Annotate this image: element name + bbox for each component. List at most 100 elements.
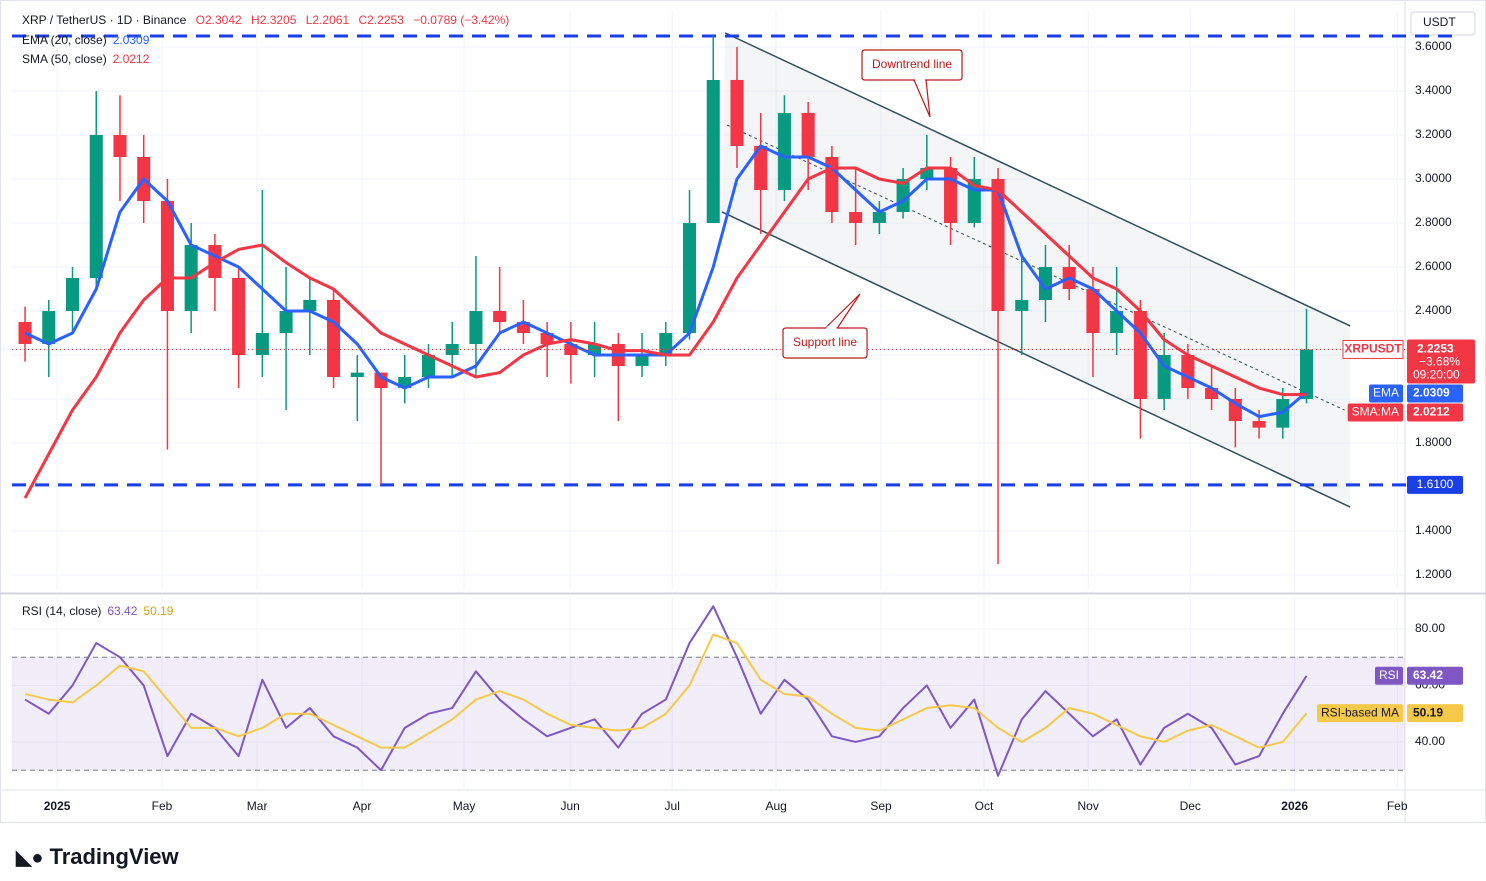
callout-mask bbox=[826, 326, 837, 330]
series-badge-value: 63.42 bbox=[1413, 668, 1443, 682]
series-value-badge bbox=[1407, 666, 1463, 685]
candle-body bbox=[706, 79, 720, 223]
candle-body bbox=[801, 112, 815, 157]
annotation-label: Downtrend line bbox=[872, 57, 952, 71]
series-badge bbox=[1368, 384, 1403, 403]
x-tick-label: 2025 bbox=[44, 799, 71, 813]
currency-label: USDT bbox=[1423, 15, 1456, 29]
candle-body bbox=[849, 211, 863, 223]
candle-body bbox=[564, 344, 578, 356]
series-badge bbox=[1347, 403, 1403, 422]
price-badge-change: −3.68% bbox=[1419, 355, 1460, 369]
candle-body bbox=[777, 112, 791, 190]
y-tick-label: 2.8000 bbox=[1415, 215, 1452, 229]
level-badge-label: 1.6100 bbox=[1417, 477, 1454, 491]
symbol-title: XRP / TetherUS · 1D · Binance bbox=[22, 13, 187, 27]
candle-body bbox=[991, 178, 1005, 312]
y-tick-label: 3.0000 bbox=[1415, 171, 1452, 185]
legend-value: 50.19 bbox=[143, 604, 174, 618]
series-badge bbox=[1316, 704, 1403, 723]
y-tick-label: 3.6000 bbox=[1415, 39, 1452, 53]
y-tick-label: 1.2000 bbox=[1415, 567, 1452, 581]
legend-label: EMA (20, close) bbox=[22, 33, 107, 47]
y-tick-label: 2.6000 bbox=[1415, 259, 1452, 273]
channel-fill bbox=[722, 32, 1351, 508]
candle-body bbox=[1086, 288, 1100, 334]
rsi-legend: RSI (14, close) 63.42 50.19 bbox=[22, 604, 179, 618]
price-badge-value: 2.2253 bbox=[1417, 342, 1454, 356]
symbol-badge bbox=[1342, 339, 1404, 359]
series-badge-value: 2.0212 bbox=[1413, 405, 1450, 419]
x-tick-label: Feb bbox=[152, 799, 173, 813]
candle-body bbox=[516, 322, 530, 334]
candle-body bbox=[350, 372, 364, 378]
candle-body bbox=[1015, 300, 1029, 312]
candle-body bbox=[1133, 311, 1147, 400]
trend-line bbox=[721, 211, 1351, 508]
candle-body bbox=[754, 145, 768, 190]
level-badge bbox=[1407, 475, 1463, 494]
x-tick-label: Jul bbox=[665, 799, 680, 813]
candle-body bbox=[279, 311, 293, 334]
brand-name: TradingView bbox=[49, 844, 179, 869]
ohlc-low: L2.2061 bbox=[305, 13, 350, 27]
candle-body bbox=[540, 333, 554, 345]
series-badge bbox=[1374, 666, 1403, 685]
candle-body bbox=[65, 277, 80, 312]
x-tick-label: Apr bbox=[353, 799, 372, 813]
x-tick-label: Dec bbox=[1180, 799, 1201, 813]
series-value-badge bbox=[1407, 403, 1463, 422]
candle-body bbox=[659, 333, 673, 356]
rsi-band-fill bbox=[12, 657, 1405, 771]
x-tick-label: Nov bbox=[1078, 799, 1099, 813]
symbol-header: XRP / TetherUS · 1D · Binance O2.3042 H2… bbox=[22, 13, 515, 27]
candle-body bbox=[1181, 355, 1195, 389]
series-value-badge bbox=[1407, 384, 1463, 403]
y-tick-label: 80.00 bbox=[1415, 621, 1445, 635]
candle-body bbox=[421, 355, 436, 378]
x-tick-label: Aug bbox=[765, 799, 786, 813]
y-tick-label: 1.4000 bbox=[1415, 523, 1452, 537]
candle-body bbox=[493, 311, 507, 323]
candle-body bbox=[42, 311, 56, 345]
x-tick-label: 2026 bbox=[1281, 799, 1308, 813]
candle-body bbox=[1252, 421, 1266, 428]
legend-label: SMA (50, close) bbox=[22, 52, 107, 66]
candle-body bbox=[232, 277, 246, 356]
callout-mask bbox=[915, 78, 926, 82]
candle-body bbox=[588, 344, 602, 356]
candle-body bbox=[872, 211, 886, 223]
y-tick-label: 3.2000 bbox=[1415, 127, 1452, 141]
series-badge-value: 2.0309 bbox=[1413, 386, 1450, 400]
trend-line bbox=[726, 124, 1345, 411]
candle-body bbox=[160, 200, 174, 312]
y-tick-label: 40.00 bbox=[1415, 734, 1445, 748]
candle-body bbox=[374, 372, 388, 389]
candle-body bbox=[89, 134, 103, 278]
series-badge-label: EMA bbox=[1373, 386, 1399, 400]
ohlc-close: C2.2253 bbox=[358, 13, 404, 27]
series-badge-label: RSI-based MA bbox=[1321, 705, 1399, 719]
ohlc-open: O2.3042 bbox=[195, 13, 242, 27]
rsi-line bbox=[24, 633, 1308, 749]
candle-body bbox=[1205, 388, 1219, 400]
candle-body bbox=[944, 167, 958, 223]
candle-body bbox=[682, 222, 697, 334]
annotation-label: Support line bbox=[793, 335, 857, 349]
candle-body bbox=[327, 300, 341, 378]
x-tick-label: Oct bbox=[975, 799, 994, 813]
candle-body bbox=[1038, 266, 1053, 300]
series-value-badge bbox=[1407, 704, 1463, 723]
ema-legend: EMA (20, close) 2.0309 bbox=[22, 33, 155, 47]
ohlc-high: H2.3205 bbox=[251, 13, 297, 27]
trend-line bbox=[724, 32, 1351, 327]
legend-label: RSI (14, close) bbox=[22, 604, 102, 618]
candle-body bbox=[303, 300, 317, 312]
price-badge bbox=[1407, 339, 1475, 384]
candle-body bbox=[18, 322, 32, 345]
sma-legend: SMA (50, close) 2.0212 bbox=[22, 52, 155, 66]
symbol-badge-label: XRPUSDT bbox=[1344, 342, 1402, 356]
annotation-callout bbox=[861, 49, 963, 118]
